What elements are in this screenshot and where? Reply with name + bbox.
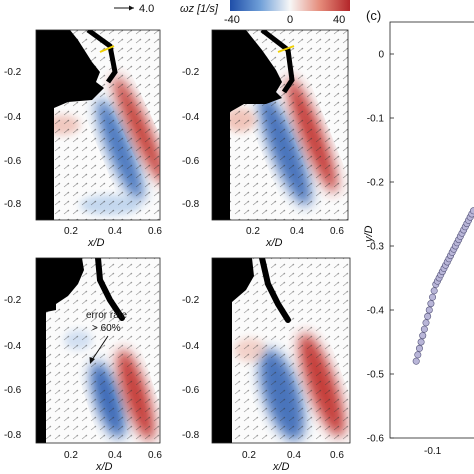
panel-a-ytick-4: -0.8 — [4, 199, 22, 210]
scatter-ytick-label: -0.3 — [367, 242, 385, 253]
panel-c-xtick-2: 0.4 — [108, 450, 122, 461]
scatter-point — [469, 207, 474, 215]
panel-b: -0.2 -0.4 -0.6 -0.8 0.2 0.4 0.6 x/D — [182, 29, 349, 249]
panel-d-ytick-1: -0.2 — [182, 295, 200, 306]
panel-b-ytick-1: -0.2 — [182, 67, 200, 78]
scatter-point — [412, 357, 420, 365]
scatter-point — [425, 306, 433, 314]
annotation-error-rate-line1: error rate — [86, 310, 128, 321]
scatter-ytick-label: -0.1 — [367, 114, 385, 125]
panel-a-xtick-3: 0.6 — [148, 226, 162, 237]
panel-c-ytick-2: -0.4 — [4, 341, 22, 352]
scatter-ytick-label: -0.2 — [367, 178, 385, 189]
panel-a: -0.2 -0.4 -0.6 -0.8 0.2 0.4 0.6 x/D — [4, 29, 162, 249]
scatter-xtick: -0.1 — [424, 446, 442, 457]
panel-c-ytick-4: -0.8 — [4, 430, 22, 441]
scatter-point — [415, 344, 423, 352]
panel-d-ytick-4: -0.8 — [182, 430, 200, 441]
panel-d-xtick-2: 0.4 — [287, 450, 301, 461]
panel-c-label: (c) — [366, 8, 381, 23]
scatter-point — [422, 319, 430, 327]
scatter-points — [412, 207, 474, 365]
panel-a-xtick-1: 0.2 — [64, 226, 78, 237]
panel-b-xtick-3: 0.6 — [330, 226, 344, 237]
panel-c-small: error rate > 60% -0.2 -0.4 -0.6 -0.8 0.2… — [4, 257, 162, 473]
panel-b-ytick-4: -0.8 — [182, 199, 200, 210]
panel-a-ytick-2: -0.4 — [4, 112, 22, 123]
colorbar-label: ωz [1/s] — [180, 3, 219, 15]
panel-b-xtick-1: 0.2 — [246, 226, 260, 237]
panel-d-ytick-2: -0.4 — [182, 341, 200, 352]
scatter-ytick-label: -0.5 — [367, 370, 385, 381]
scatter-plot-frame — [389, 21, 474, 439]
scatter-ytick-label: 0 — [378, 50, 384, 61]
panel-a-xtick-2: 0.4 — [108, 226, 122, 237]
panel-d-xtick-3: 0.6 — [330, 450, 344, 461]
scatter-ylabel: y/D — [363, 225, 375, 243]
panel-c-ytick-3: -0.6 — [4, 385, 22, 396]
scatter-point — [427, 300, 435, 308]
annotation-error-rate-line2: > 60% — [92, 323, 121, 334]
colorbar-tick-zero: 0 — [287, 14, 293, 26]
scatter-point — [419, 332, 427, 340]
panel-c-xlabel: x/D — [95, 461, 113, 473]
panel-c-ytick-1: -0.2 — [4, 295, 22, 306]
scatter-y-ticks: 0 -0.1 -0.2 -0.3 -0.4 -0.5 -0.6 — [367, 50, 394, 445]
panel-c-xtick-3: 0.6 — [148, 450, 162, 461]
panel-d-xlabel: x/D — [272, 461, 290, 473]
scatter-point — [424, 312, 432, 320]
scatter-ytick-label: -0.4 — [367, 306, 385, 317]
panel-d-xtick-1: 0.2 — [242, 450, 256, 461]
scatter-point — [414, 351, 422, 359]
panel-a-xlabel: x/D — [87, 237, 105, 249]
colorbar-tick-min: -40 — [224, 14, 240, 26]
colorbar-tick-max: 40 — [333, 14, 345, 26]
panel-a-ytick-3: -0.6 — [4, 156, 22, 167]
panel-b-xlabel: x/D — [265, 237, 283, 249]
annotation-arrow — [89, 335, 109, 364]
panel-b-ytick-2: -0.4 — [182, 112, 200, 123]
scatter-point — [430, 287, 438, 295]
arrow-scale-label: 4.0 — [139, 3, 154, 15]
panel-b-ytick-3: -0.6 — [182, 156, 200, 167]
scatter-ytick-label: -0.6 — [367, 434, 385, 445]
panel-b-xtick-2: 0.4 — [290, 226, 304, 237]
panel-a-ytick-1: -0.2 — [4, 67, 22, 78]
scatter-point — [429, 293, 437, 301]
panel-d-ytick-3: -0.6 — [182, 385, 200, 396]
scatter-point — [417, 338, 425, 346]
panel-c-xtick-1: 0.2 — [64, 450, 78, 461]
panel-d-small: -0.2 -0.4 -0.6 -0.8 0.2 0.4 0.6 x/D — [182, 257, 351, 473]
colorbar — [230, 0, 350, 11]
scatter-point — [420, 325, 428, 333]
arrow-scale: 4.0 — [114, 3, 154, 15]
panel-c-scatter: (c) y/D 0 -0.1 -0.2 -0.3 -0.4 -0.5 -0.6 -0.1 — [363, 8, 474, 457]
